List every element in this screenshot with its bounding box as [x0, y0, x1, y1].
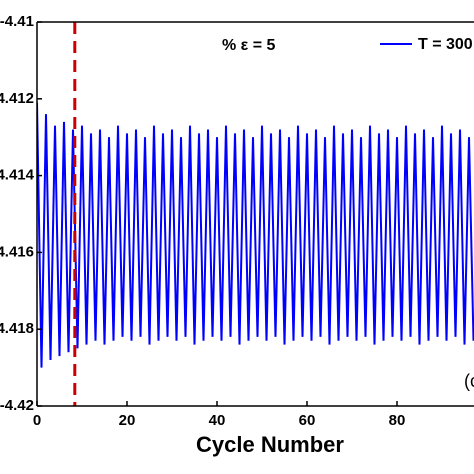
data-line [37, 102, 474, 368]
y-tick-label: -4.41 [0, 13, 34, 30]
y-tick-label: -4.414 [0, 167, 35, 184]
x-tick-label: 60 [299, 412, 316, 429]
x-tick-label: 0 [33, 412, 41, 429]
legend-label: T = 300 K [418, 36, 474, 53]
y-tick-label: -4.416 [0, 243, 34, 260]
y-tick-label: -4.418 [0, 320, 34, 337]
plot-area [37, 22, 474, 406]
panel-label: (c) [464, 371, 474, 391]
x-tick-label: 40 [209, 412, 226, 429]
y-tick-label: -4.412 [0, 90, 34, 107]
x-tick-label: 20 [119, 412, 136, 429]
x-axis-label: Cycle Number [196, 432, 344, 457]
x-tick-label: 80 [389, 412, 406, 429]
annotation: % ε = 5 [222, 37, 276, 54]
y-tick-label: -4.42 [0, 397, 34, 414]
